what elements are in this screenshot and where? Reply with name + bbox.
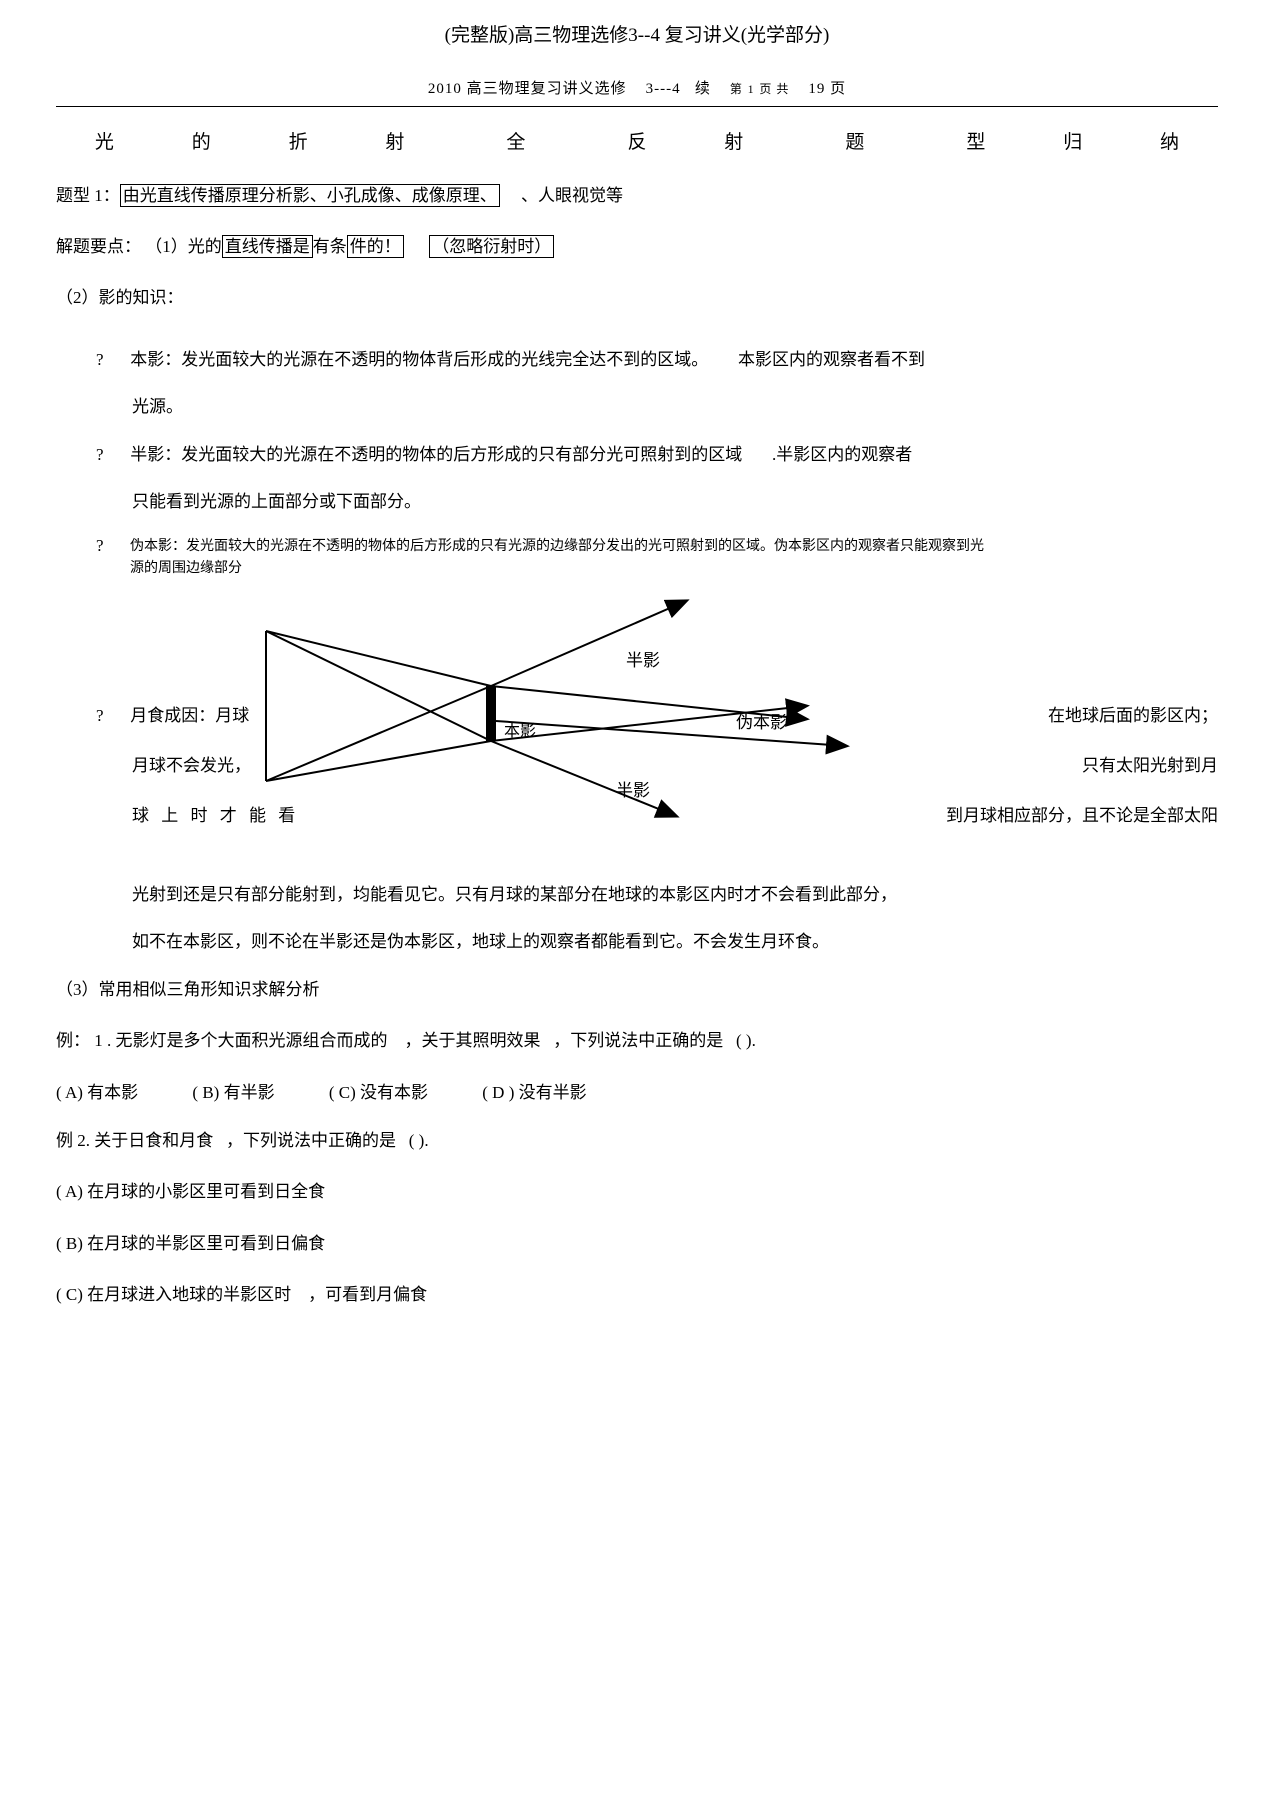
page-total: 19 bbox=[808, 81, 825, 97]
title-char: 折 bbox=[250, 127, 347, 154]
title-char: 纳 bbox=[1121, 127, 1218, 154]
topic-1-tail: 、人眼视觉等 bbox=[521, 186, 623, 205]
option-a: ( A) 有本影 bbox=[56, 1078, 138, 1103]
bullet-3: ? 伪本影：发光面较大的光源在不透明的物体的后方形成的只有光源的边缘部分发出的光… bbox=[56, 536, 1218, 581]
page-info-cont: 续 bbox=[695, 81, 711, 97]
page-num: 1 bbox=[748, 82, 755, 96]
page-info-prefix: 2010 高三物理复习讲义选修 bbox=[428, 81, 627, 97]
ex2-c-2: ，可看到月偏食 bbox=[308, 1285, 427, 1304]
bullet-2: ? 半影：发光面较大的光源在不透明的物体的后方形成的只有部分光可照射到的区域 .… bbox=[56, 431, 1218, 479]
page-label-2: 页 共 bbox=[759, 82, 789, 96]
option-c: ( C) 没有本影 bbox=[329, 1078, 428, 1103]
bullet-icon: ? bbox=[96, 431, 126, 479]
bullet-icon: ? bbox=[96, 706, 126, 726]
ex2-tail: ，下列说法中正确的是 bbox=[226, 1131, 396, 1150]
topic-1: 题型 1：由光直线传播原理分析影、小孔成像、成像原理、 、人眼视觉等 bbox=[56, 182, 1218, 209]
moon-l1: 月食成因：月球 bbox=[130, 706, 249, 725]
moon-p1: 光射到还是只有部分能射到，均能看见它。只有月球的某部分在地球的本影区内时才不会看… bbox=[56, 871, 1218, 919]
ex2-option-b: ( B) 在月球的半影区里可看到日偏食 bbox=[56, 1230, 1218, 1257]
moon-l2: 月球不会发光， bbox=[132, 751, 251, 776]
key-points: 解题要点： （1）光的直线传播是有条件的！ （忽略衍射时） bbox=[56, 233, 1218, 260]
key-1d: 件的！ bbox=[347, 235, 404, 258]
key-1c: 有条 bbox=[313, 237, 347, 256]
option-b: ( B) 有半影 bbox=[192, 1078, 274, 1103]
bullet-1: ? 本影：发光面较大的光源在不透明的物体背后形成的光线完全达不到的区域。 本影区… bbox=[56, 336, 1218, 384]
title-char: 的 bbox=[153, 127, 250, 154]
ex2-option-c: ( C) 在月球进入地球的半影区时 ，可看到月偏食 bbox=[56, 1281, 1218, 1308]
header-divider bbox=[56, 106, 1218, 107]
title-char: 型 bbox=[927, 127, 1024, 154]
ex2-paren: ( ). bbox=[409, 1131, 429, 1150]
option-d: ( D ) 没有半影 bbox=[482, 1078, 586, 1103]
bullet-3-text: 伪本影：发光面较大的光源在不透明的物体的后方形成的只有光源的边缘部分发出的光可照… bbox=[130, 536, 990, 581]
moon-l3: 球 上 时 才 能 看 bbox=[132, 801, 299, 826]
ex2-stem: 例 2. 关于日食和月食 bbox=[56, 1131, 213, 1150]
ex1-tail: ，下列说法中正确的是 bbox=[553, 1031, 723, 1050]
ex2-c-1: ( C) 在月球进入地球的半影区时 bbox=[56, 1285, 291, 1304]
topic-1-label: 题型 1： bbox=[56, 186, 120, 205]
section-2: （2）影的知识： bbox=[56, 284, 1218, 311]
moon-r2: 只有太阳光射到月 bbox=[1082, 751, 1218, 776]
document-title: (完整版)高三物理选修3--4 复习讲义(光学部分) bbox=[56, 20, 1218, 47]
bullet-1b: 本影区内的观察者看不到 bbox=[738, 350, 925, 369]
page-label-1: 第 bbox=[730, 82, 743, 96]
example-2: 例 2. 关于日食和月食 ，下列说法中正确的是 ( ). bbox=[56, 1127, 1218, 1154]
example-1-options: ( A) 有本影 ( B) 有半影 ( C) 没有本影 ( D ) 没有半影 bbox=[56, 1078, 1218, 1103]
section-title: 光 的 折 射 全 反 射 题 型 归 纳 bbox=[56, 127, 1218, 154]
diagram-label-top: 半影 bbox=[626, 651, 660, 670]
title-char: 光 bbox=[56, 127, 153, 154]
bullet-icon: ? bbox=[96, 336, 126, 384]
title-char: 射 bbox=[346, 127, 443, 154]
diagram-label-mid: 本影 bbox=[504, 722, 536, 740]
diagram-label-bot: 半影 bbox=[616, 781, 650, 800]
key-2: （忽略衍射时） bbox=[429, 235, 554, 258]
ex1-mid: ，关于其照明效果 bbox=[405, 1031, 541, 1050]
bullet-1c: 光源。 bbox=[56, 383, 1218, 431]
key-label: 解题要点： bbox=[56, 237, 141, 256]
ex1-stem: 例： 1 . 无影灯是多个大面积光源组合而成的 bbox=[56, 1031, 388, 1050]
title-char: 射 bbox=[685, 127, 782, 154]
ex2-option-a: ( A) 在月球的小影区里可看到日全食 bbox=[56, 1178, 1218, 1205]
bullet-2c: 只能看到光源的上面部分或下面部分。 bbox=[56, 478, 1218, 526]
bullet-1a: 本影：发光面较大的光源在不透明的物体背后形成的光线完全达不到的区域。 bbox=[130, 350, 708, 369]
title-char: 反 bbox=[589, 127, 686, 154]
page-label-3: 页 bbox=[830, 81, 846, 97]
title-char: 题 bbox=[782, 127, 927, 154]
moon-bullet: ? 月食成因：月球 bbox=[96, 701, 249, 726]
moon-p2: 如不在本影区，则不论在半影还是伪本影区，地球上的观察者都能看到它。不会发生月环食… bbox=[56, 918, 1218, 966]
topic-1-box: 由光直线传播原理分析影、小孔成像、成像原理、 bbox=[120, 184, 500, 207]
diagram-svg: 半影 本影 伪本影 半影 bbox=[246, 591, 966, 831]
moon-r1: 在地球后面的影区内； bbox=[1048, 701, 1218, 726]
bullet-icon: ? bbox=[96, 536, 126, 556]
key-1b: 直线传播是 bbox=[222, 235, 313, 258]
title-char: 归 bbox=[1024, 127, 1121, 154]
page-info: 2010 高三物理复习讲义选修 3---4 续 第 1 页 共 19 页 bbox=[56, 77, 1218, 98]
moon-r3: 到月球相应部分，且不论是全部太阳 bbox=[946, 801, 1218, 826]
shadow-diagram: 半影 本影 伪本影 半影 ? 月食成因：月球 月球不会发光， 球 上 时 才 能… bbox=[56, 591, 1218, 851]
title-char: 全 bbox=[443, 127, 588, 154]
ex1-paren: ( ). bbox=[736, 1031, 756, 1050]
key-1a: （1）光的 bbox=[145, 237, 222, 256]
diagram-label-fake: 伪本影 bbox=[736, 713, 787, 732]
section-3: （3）常用相似三角形知识求解分析 bbox=[56, 976, 1218, 1003]
bullet-2b: .半影区内的观察者 bbox=[772, 445, 912, 464]
bullet-2a: 半影：发光面较大的光源在不透明的物体的后方形成的只有部分光可照射到的区域 bbox=[130, 445, 742, 464]
page-info-mid: 3---4 bbox=[646, 81, 681, 97]
example-1: 例： 1 . 无影灯是多个大面积光源组合而成的 ，关于其照明效果 ，下列说法中正… bbox=[56, 1027, 1218, 1054]
